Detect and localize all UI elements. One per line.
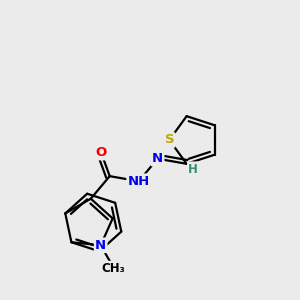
Text: NH: NH [128,175,150,188]
Text: N: N [152,152,163,165]
Text: S: S [164,134,174,146]
Text: H: H [188,163,198,176]
Text: CH₃: CH₃ [101,262,125,275]
Text: N: N [95,239,106,252]
Text: O: O [95,146,107,159]
